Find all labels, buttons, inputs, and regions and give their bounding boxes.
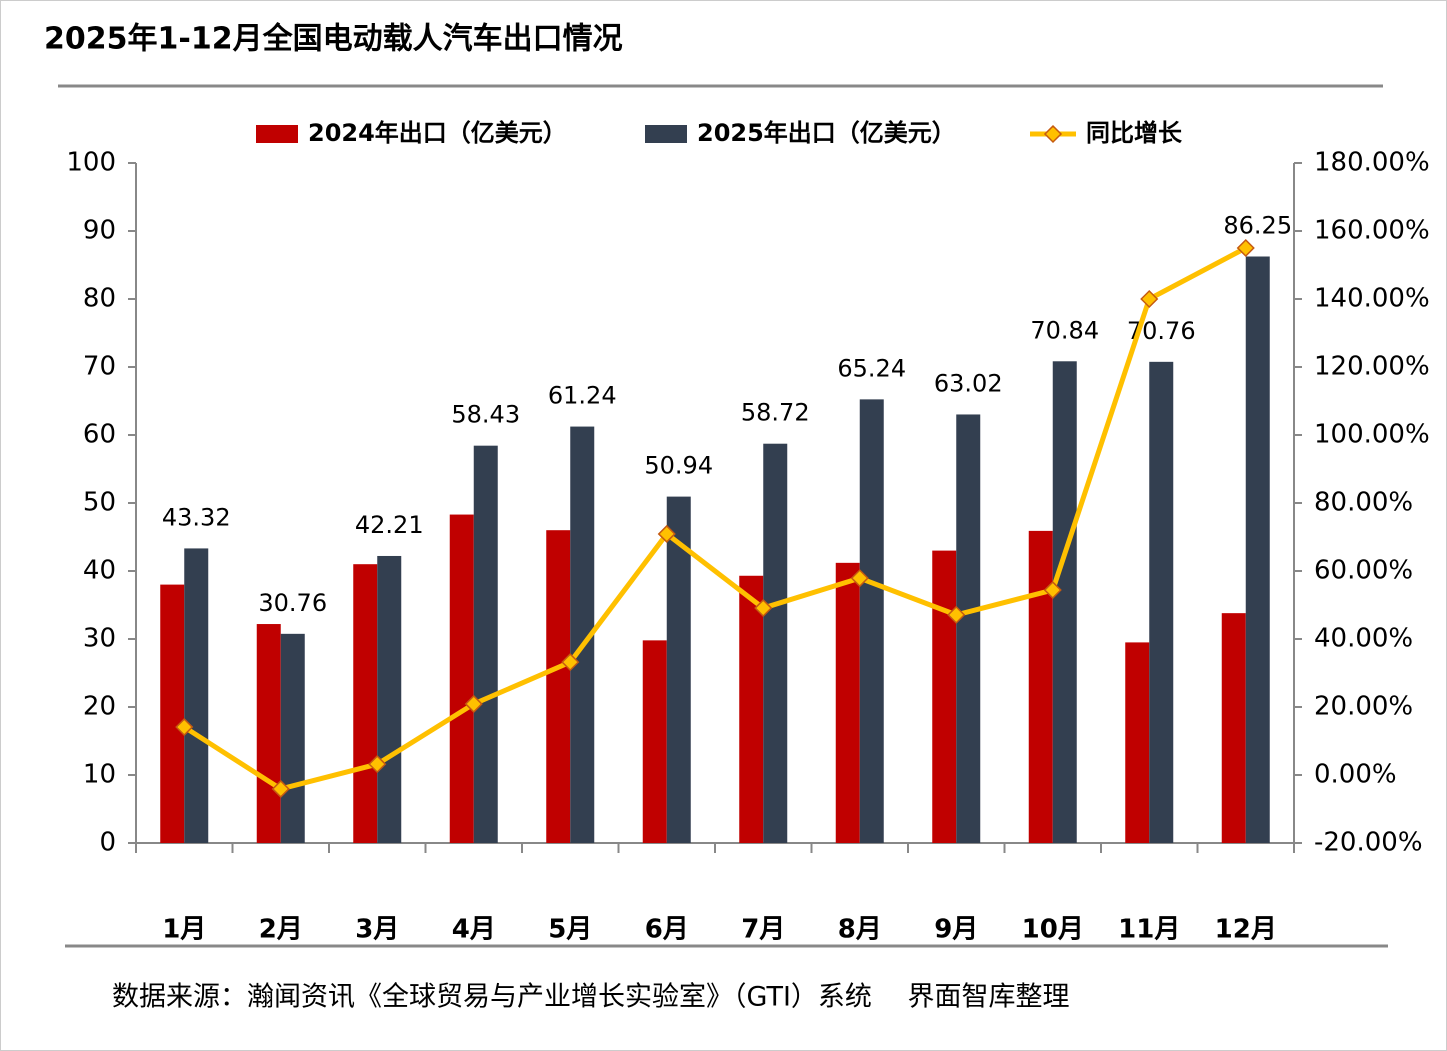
y-tick-label: 10 xyxy=(83,760,116,790)
y-tick-label: 60 xyxy=(83,420,116,450)
x-tick-label: 8月 xyxy=(838,915,882,945)
bar xyxy=(184,548,209,843)
x-tick-label: 10月 xyxy=(1022,915,1084,945)
data-label: 65.24 xyxy=(837,354,906,382)
y2-tick-label: 80.00% xyxy=(1314,488,1413,518)
x-tick-label: 6月 xyxy=(645,915,689,945)
data-label: 58.43 xyxy=(451,401,520,429)
y2-tick-label: 100.00% xyxy=(1314,420,1430,450)
bar xyxy=(280,633,305,843)
point xyxy=(754,598,773,618)
y2-tick-label: 40.00% xyxy=(1314,624,1413,654)
bar xyxy=(666,496,691,843)
bar xyxy=(932,550,957,843)
bar xyxy=(1221,613,1246,843)
line xyxy=(182,245,1247,792)
bar xyxy=(1125,642,1150,843)
y-tick-label: 100 xyxy=(66,148,116,178)
y2-tick-label: 160.00% xyxy=(1314,216,1430,246)
data-label: 58.72 xyxy=(741,399,810,427)
data-label: 30.76 xyxy=(258,589,327,617)
point xyxy=(850,569,869,588)
x-tick-label: 11月 xyxy=(1118,915,1180,945)
data-label: 43.32 xyxy=(162,503,231,531)
y-tick-label: 20 xyxy=(83,692,116,722)
y2-tick-label: -20.00% xyxy=(1314,828,1423,858)
y2-tick-label: 120.00% xyxy=(1314,352,1430,382)
point xyxy=(1043,580,1062,600)
bar xyxy=(739,575,764,843)
bar xyxy=(473,445,498,843)
data-label: 63.02 xyxy=(934,369,1003,397)
bar xyxy=(642,640,667,843)
y-tick-label: 90 xyxy=(83,216,116,246)
x-tick-label: 9月 xyxy=(934,915,978,945)
legend-marker xyxy=(1043,124,1063,144)
data-label: 42.21 xyxy=(355,511,424,539)
y2-tick-label: 180.00% xyxy=(1314,148,1430,178)
y-tick-label: 0 xyxy=(99,828,116,858)
point xyxy=(271,779,290,799)
point xyxy=(1140,289,1159,309)
bar xyxy=(546,530,571,843)
y2-tick-label: 20.00% xyxy=(1314,692,1413,722)
point xyxy=(464,694,483,714)
legend-label: 同比增长 xyxy=(1086,119,1183,147)
bar xyxy=(859,399,884,843)
y2-tick-label: 60.00% xyxy=(1314,556,1413,586)
point xyxy=(561,653,580,672)
bar xyxy=(353,564,378,843)
y2-tick-label: 140.00% xyxy=(1314,284,1430,314)
point xyxy=(175,717,194,737)
legend-swatch xyxy=(645,125,687,143)
x-tick-label: 3月 xyxy=(355,915,399,945)
y-tick-label: 70 xyxy=(83,352,116,382)
bar xyxy=(449,514,474,843)
chart-title: 2025年1-12月全国电动载人汽车出口情况 xyxy=(44,22,623,57)
data-label: 86.25 xyxy=(1223,212,1292,240)
point xyxy=(947,605,966,624)
bar xyxy=(1245,256,1270,843)
x-tick-label: 4月 xyxy=(452,915,496,945)
data-label: 50.94 xyxy=(644,452,713,480)
bar xyxy=(835,562,860,843)
legend-label: 2025年出口（亿美元） xyxy=(697,119,956,147)
bar xyxy=(377,555,402,843)
x-tick-label: 7月 xyxy=(741,915,785,945)
y-tick-label: 40 xyxy=(83,556,116,586)
x-tick-label: 12月 xyxy=(1215,915,1277,945)
bar xyxy=(1028,530,1053,843)
data-label: 70.84 xyxy=(1030,316,1099,344)
bar xyxy=(256,624,281,843)
bar xyxy=(1052,361,1077,843)
bar xyxy=(1149,361,1174,843)
bar xyxy=(763,443,788,843)
y2-tick-label: 0.00% xyxy=(1314,760,1397,790)
y-tick-label: 50 xyxy=(83,488,116,518)
bar xyxy=(160,584,185,843)
x-tick-label: 5月 xyxy=(548,915,592,945)
y-tick-label: 30 xyxy=(83,624,116,654)
x-tick-label: 2月 xyxy=(259,915,303,945)
point xyxy=(1236,238,1255,258)
bar xyxy=(956,414,981,843)
legend-swatch xyxy=(256,125,298,143)
point xyxy=(657,524,676,544)
x-tick-label: 1月 xyxy=(162,915,206,945)
legend-label: 2024年出口（亿美元） xyxy=(308,119,567,147)
point xyxy=(368,755,387,774)
y-tick-label: 80 xyxy=(83,284,116,314)
source: 数据来源：瀚闻资讯《全球贸易与产业增长实验室》（GTI）系统 界面智库整理 xyxy=(112,982,1070,1013)
data-label: 61.24 xyxy=(548,382,617,410)
